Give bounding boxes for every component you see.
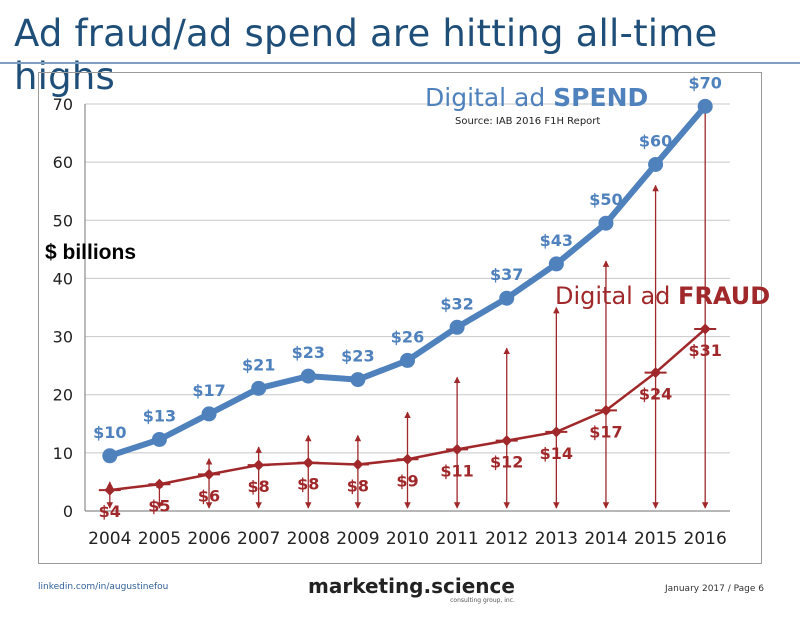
x-axis-ticks: 2004 2005 2006 2007 2008 2009 2010 2011 2012 2013… bbox=[88, 529, 727, 549]
spend-point bbox=[598, 215, 614, 231]
fraud-point bbox=[550, 426, 562, 438]
y-tick-label: 40 bbox=[53, 269, 73, 288]
y-tick-label: 30 bbox=[53, 328, 73, 347]
fraud-series-title-emphasis: FRAUD bbox=[678, 282, 770, 310]
y-tick-label: 50 bbox=[53, 211, 73, 230]
data-labels: $10 $13 $17 $21 $23 $23 $26 $32 $37 $43 $50 $60 $70 $… bbox=[93, 73, 722, 521]
fraud-data-label: $24 bbox=[639, 385, 672, 404]
spend-series-title-emphasis: SPEND bbox=[553, 83, 648, 112]
y-axis-ticks: 0 10 20 30 40 50 60 70 bbox=[53, 95, 73, 521]
fraud-point bbox=[153, 478, 165, 490]
fraud-data-label: $8 bbox=[248, 477, 270, 496]
fraud-data-label: $5 bbox=[148, 496, 170, 515]
fraud-data-label: $8 bbox=[297, 475, 319, 494]
spend-point bbox=[300, 368, 316, 384]
x-tick-label: 2004 bbox=[88, 529, 131, 549]
spend-data-label: $43 bbox=[540, 231, 573, 250]
fraud-point bbox=[104, 484, 116, 496]
footer-brand-sub: consulting group, inc. bbox=[450, 597, 515, 604]
spend-point bbox=[400, 352, 415, 368]
spend-data-label: $23 bbox=[292, 343, 325, 362]
spend-point bbox=[102, 448, 118, 464]
spend-point bbox=[151, 431, 167, 447]
spend-data-label: $32 bbox=[440, 294, 473, 313]
x-tick-label: 2011 bbox=[435, 529, 478, 549]
source-note: Source: IAB 2016 F1H Report bbox=[455, 116, 600, 127]
spend-data-label: $60 bbox=[639, 131, 672, 150]
fraud-series-title: Digital ad FRAUD bbox=[555, 282, 770, 310]
spend-point bbox=[350, 372, 366, 388]
x-tick-label: 2008 bbox=[287, 529, 330, 549]
fraud-point bbox=[402, 453, 413, 465]
footer-page: January 2017 / Page 6 bbox=[664, 584, 764, 594]
y-tick-label: 20 bbox=[53, 386, 73, 405]
fraud-point bbox=[352, 458, 364, 470]
spend-point bbox=[449, 319, 465, 335]
fraud-point bbox=[302, 457, 314, 469]
spend-series-title-prefix: Digital ad bbox=[425, 83, 553, 112]
fraud-data-label: $12 bbox=[490, 453, 523, 472]
spend-point bbox=[548, 256, 564, 272]
x-tick-label: 2012 bbox=[485, 529, 528, 549]
footer-brand-block: marketing.science consulting group, inc. bbox=[308, 574, 515, 604]
x-tick-label: 2007 bbox=[237, 529, 280, 549]
fraud-data-label: $14 bbox=[540, 444, 573, 463]
footer-link[interactable]: linkedin.com/in/augustinefou bbox=[38, 582, 169, 592]
x-tick-label: 2015 bbox=[634, 529, 677, 549]
chart-frame bbox=[38, 72, 762, 564]
spend-point bbox=[251, 380, 267, 396]
fraud-data-label: $8 bbox=[347, 476, 369, 495]
y-tick-label: 0 bbox=[63, 502, 73, 521]
title-divider bbox=[0, 62, 800, 64]
fraud-point bbox=[600, 404, 612, 416]
spend-data-label: $17 bbox=[192, 381, 225, 400]
fraud-point bbox=[650, 367, 662, 379]
fraud-point bbox=[451, 443, 463, 455]
x-tick-label: 2014 bbox=[584, 529, 627, 549]
grid-layer bbox=[84, 103, 730, 512]
spend-point bbox=[499, 290, 515, 306]
spend-data-label: $21 bbox=[242, 355, 275, 374]
fraud-data-label: $31 bbox=[688, 341, 721, 360]
x-tick-label: 2010 bbox=[386, 529, 429, 549]
spend-series-title: Digital ad SPEND bbox=[425, 83, 648, 112]
series-layer bbox=[102, 98, 713, 496]
x-tick-label: 2009 bbox=[336, 529, 379, 549]
spend-point bbox=[201, 406, 217, 422]
fraud-point bbox=[203, 468, 215, 480]
spend-data-label: $13 bbox=[143, 406, 176, 425]
spend-data-label: $23 bbox=[341, 347, 374, 366]
footer-brand: marketing.science bbox=[308, 574, 515, 598]
x-tick-label: 2013 bbox=[535, 529, 578, 549]
spend-data-label: $37 bbox=[490, 265, 523, 284]
fraud-point bbox=[253, 459, 265, 471]
x-tick-label: 2006 bbox=[187, 529, 230, 549]
spend-data-label: $70 bbox=[688, 73, 721, 92]
fraud-data-label: $17 bbox=[589, 422, 622, 441]
fraud-data-label: $11 bbox=[440, 461, 473, 480]
fraud-point bbox=[699, 323, 711, 335]
fraud-data-label: $4 bbox=[99, 502, 121, 521]
fraud-data-label: $6 bbox=[198, 486, 220, 505]
spend-data-label: $10 bbox=[93, 423, 126, 442]
spend-data-label: $50 bbox=[589, 190, 622, 209]
y-tick-label: 10 bbox=[53, 444, 73, 463]
x-tick-label: 2005 bbox=[138, 529, 181, 549]
y-tick-label: 70 bbox=[53, 95, 73, 114]
fraud-data-label: $9 bbox=[396, 471, 418, 490]
x-tick-label: 2016 bbox=[684, 529, 727, 549]
y-tick-label: 60 bbox=[53, 153, 73, 172]
fraud-series-title-prefix: Digital ad bbox=[555, 282, 678, 310]
spend-point bbox=[648, 156, 664, 172]
y-axis-label: $ billions bbox=[45, 241, 136, 264]
spend-data-label: $26 bbox=[391, 327, 424, 346]
spend-point bbox=[697, 98, 713, 114]
fraud-point bbox=[501, 435, 513, 447]
